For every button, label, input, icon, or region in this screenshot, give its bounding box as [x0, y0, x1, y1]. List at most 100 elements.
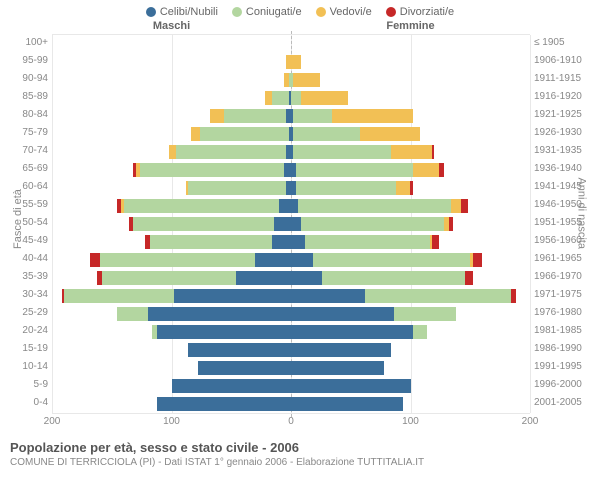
- pyramid-row: [52, 377, 530, 395]
- male-bar: [52, 145, 291, 159]
- pyramid-row: [52, 215, 530, 233]
- pyramid-row: [52, 305, 530, 323]
- bar-segment: [322, 271, 465, 285]
- age-label: 0-4: [10, 394, 52, 412]
- pyramid-row: [52, 89, 530, 107]
- bar-segment: [265, 91, 272, 105]
- bar-segment: [102, 271, 236, 285]
- bar-segment: [172, 379, 292, 393]
- birth-year-label: 1971-1975: [530, 286, 590, 304]
- pyramid-row: [52, 161, 530, 179]
- birth-year-label: 2001-2005: [530, 394, 590, 412]
- bar-segment: [124, 199, 279, 213]
- bar-segment: [451, 199, 461, 213]
- bar-rows: [52, 35, 530, 413]
- legend-swatch: [146, 7, 156, 17]
- bar-segment: [64, 289, 174, 303]
- male-bar: [52, 397, 291, 411]
- male-bar: [52, 343, 291, 357]
- age-label: 30-34: [10, 286, 52, 304]
- bar-segment: [365, 289, 511, 303]
- age-label: 5-9: [10, 376, 52, 394]
- bar-segment: [272, 91, 289, 105]
- bar-segment: [291, 343, 391, 357]
- pyramid-row: [52, 251, 530, 269]
- x-tick-label: 200: [44, 416, 61, 427]
- male-bar: [52, 217, 291, 231]
- footer: Popolazione per età, sesso e stato civil…: [10, 440, 590, 468]
- legend-swatch: [232, 7, 242, 17]
- chart-title: Popolazione per età, sesso e stato civil…: [10, 440, 590, 455]
- pyramid-row: [52, 143, 530, 161]
- bar-segment: [291, 55, 301, 69]
- female-bar: [291, 181, 530, 195]
- bar-segment: [291, 253, 313, 267]
- bar-segment: [291, 361, 384, 375]
- bar-segment: [255, 253, 291, 267]
- female-bar: [291, 217, 530, 231]
- legend-item: Coniugati/e: [232, 6, 302, 18]
- x-ticks: 2001000100200: [52, 416, 530, 434]
- bar-segment: [394, 307, 456, 321]
- bar-segment: [473, 253, 483, 267]
- plot-area: Fasce di età Anni di nascita 100+95-9990…: [10, 34, 590, 414]
- birth-year-label: 1906-1910: [530, 52, 590, 70]
- male-bar: [52, 289, 291, 303]
- bar-segment: [188, 343, 291, 357]
- bar-segment: [291, 307, 394, 321]
- legend-swatch: [386, 7, 396, 17]
- legend-item: Divorziati/e: [386, 6, 454, 18]
- x-tick-label: 0: [288, 416, 294, 427]
- x-tick-label: 100: [402, 416, 419, 427]
- birth-year-label: 1936-1940: [530, 160, 590, 178]
- bar-segment: [301, 91, 349, 105]
- age-label: 95-99: [10, 52, 52, 70]
- header-female: Femmine: [291, 20, 530, 32]
- pyramid-row: [52, 35, 530, 53]
- female-bar: [291, 163, 530, 177]
- age-label: 85-89: [10, 88, 52, 106]
- bar-segment: [511, 289, 516, 303]
- birth-year-label: 1911-1915: [530, 70, 590, 88]
- female-bar: [291, 289, 530, 303]
- age-label: 10-14: [10, 358, 52, 376]
- bar-segment: [157, 325, 291, 339]
- female-bar: [291, 37, 530, 51]
- bar-segment: [291, 379, 411, 393]
- legend-label: Celibi/Nubili: [160, 6, 218, 18]
- birth-year-label: 1961-1965: [530, 250, 590, 268]
- bar-segment: [272, 235, 291, 249]
- male-bar: [52, 163, 291, 177]
- bar-segment: [291, 199, 298, 213]
- bar-segment: [236, 271, 291, 285]
- bar-segment: [413, 325, 427, 339]
- male-bar: [52, 199, 291, 213]
- birth-year-label: 1921-1925: [530, 106, 590, 124]
- pyramid-row: [52, 323, 530, 341]
- y-axis-left-title: Fasce di età: [12, 189, 24, 249]
- pyramid-row: [52, 53, 530, 71]
- age-label: 65-69: [10, 160, 52, 178]
- female-bar: [291, 397, 530, 411]
- bar-segment: [100, 253, 255, 267]
- female-bar: [291, 307, 530, 321]
- birth-year-label: 1981-1985: [530, 322, 590, 340]
- bar-segment: [291, 325, 413, 339]
- legend-label: Coniugati/e: [246, 6, 302, 18]
- bar-segment: [169, 145, 176, 159]
- bar-segment: [313, 253, 471, 267]
- bar-segment: [432, 235, 439, 249]
- bar-segment: [293, 109, 331, 123]
- age-label: 15-19: [10, 340, 52, 358]
- birth-year-label: 1931-1935: [530, 142, 590, 160]
- bar-segment: [291, 271, 322, 285]
- bars-area: [52, 34, 530, 414]
- bar-segment: [360, 127, 420, 141]
- birth-year-label: 1926-1930: [530, 124, 590, 142]
- birth-year-label: 1966-1970: [530, 268, 590, 286]
- bar-segment: [174, 289, 291, 303]
- bar-segment: [465, 271, 472, 285]
- bar-segment: [291, 289, 365, 303]
- pyramid-row: [52, 197, 530, 215]
- chart-subtitle: COMUNE DI TERRICCIOLA (PI) - Dati ISTAT …: [10, 457, 590, 468]
